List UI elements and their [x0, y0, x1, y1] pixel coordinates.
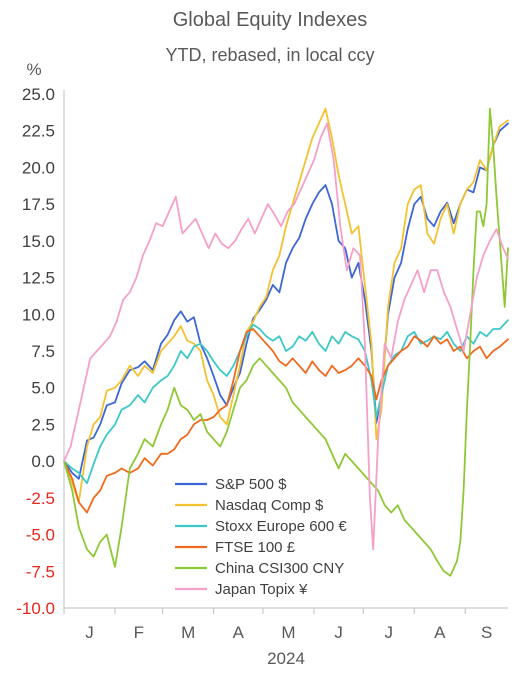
- chart-subtitle: YTD, rebased, in local ccy: [165, 45, 374, 65]
- x-tick-label: S: [481, 623, 492, 642]
- x-tick-label: M: [281, 623, 295, 642]
- series-group: [63, 107, 509, 577]
- y-tick-label: 17.5: [22, 195, 55, 214]
- series-line-1: [63, 122, 509, 480]
- x-tick-label: A: [233, 623, 245, 642]
- y-unit-label: %: [26, 60, 41, 79]
- x-tick-label: J: [334, 623, 343, 642]
- y-tick-label: 7.5: [31, 342, 55, 361]
- axes: 25.0 22.5 20.0 17.5 15.0 12.5 10.0 7.5 5.0 2.5 0.0…: [16, 85, 508, 642]
- series-line-4: [63, 328, 509, 514]
- y-tick-label: 12.5: [22, 269, 55, 288]
- y-tick-label: -2.5: [26, 489, 55, 508]
- y-tick-label: -7.5: [26, 562, 55, 581]
- y-tick-label: 25.0: [22, 85, 55, 104]
- y-tick-label: 0.0: [31, 452, 55, 471]
- series-line-5: [63, 107, 509, 577]
- x-tick-label: J: [85, 623, 94, 642]
- series-line-2: [63, 107, 509, 504]
- legend-label: Nasdaq Comp $: [215, 497, 324, 514]
- legend-label: Japan Topix ¥: [215, 581, 308, 598]
- legend-label: FTSE 100 £: [215, 539, 296, 556]
- x-tick-label: F: [134, 623, 144, 642]
- series-line-3: [63, 319, 509, 485]
- legend-label: S&P 500 $: [215, 476, 287, 493]
- y-tick-label: -5.0: [26, 526, 55, 545]
- legend-label: China CSI300 CNY: [215, 560, 344, 577]
- x-tick-label: J: [385, 623, 394, 642]
- y-tick-label: 10.0: [22, 305, 55, 324]
- legend: S&P 500 $ Nasdaq Comp $ Stoxx Europe 600 €…: [175, 476, 347, 598]
- y-tick-label: 2.5: [31, 415, 55, 434]
- series-line-6: [63, 122, 509, 551]
- y-tick-label: 22.5: [22, 122, 55, 141]
- chart-title: Global Equity Indexes: [173, 9, 368, 31]
- y-tick-label: 5.0: [31, 379, 55, 398]
- x-tick-label: A: [434, 623, 446, 642]
- x-axis-title: 2024: [267, 649, 305, 668]
- legend-label: Stoxx Europe 600 €: [215, 518, 347, 535]
- y-tick-label: 15.0: [22, 232, 55, 251]
- y-tick-label: 20.0: [22, 158, 55, 177]
- x-tick-label: M: [181, 623, 195, 642]
- y-tick-label: -10.0: [16, 599, 55, 618]
